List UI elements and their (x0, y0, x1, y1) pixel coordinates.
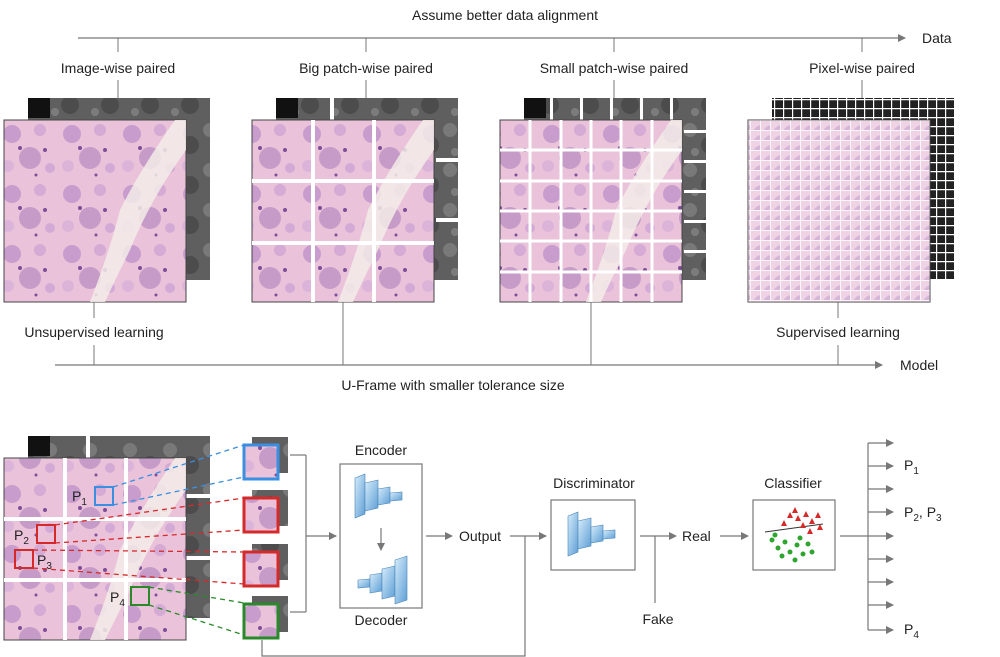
fake-label: Fake (642, 611, 673, 627)
supervised-label: Supervised learning (776, 324, 900, 340)
patch-box-p2 (36, 524, 56, 544)
pairing-label-image: Image-wise paired (61, 60, 175, 76)
pairing-label-pixel: Pixel-wise paired (809, 60, 915, 76)
crop-p3 (242, 550, 280, 588)
output-label: Output (459, 528, 501, 544)
ground-truth-path (261, 536, 526, 657)
patch-label-p2: P2 (14, 527, 29, 547)
result-p2-p3: P2, P3 (904, 504, 942, 524)
decoder-network-icon (357, 555, 408, 605)
crops-bracket (290, 454, 307, 613)
decoder-label: Decoder (355, 612, 408, 628)
classifier-scatter-icon (764, 507, 824, 563)
encoder-network-icon (354, 473, 403, 519)
patch-label-p4: P4 (110, 589, 125, 609)
small-patch-pair (499, 98, 706, 303)
data-axis-label: Data (922, 30, 952, 46)
result-p4: P4 (904, 621, 919, 641)
pixel-wise-pair (747, 98, 954, 303)
input-image-pair (3, 436, 210, 641)
real-label: Real (682, 528, 711, 544)
patch-box-p1 (94, 486, 114, 506)
crop-p2 (242, 496, 280, 534)
classifier-output-fan (840, 439, 894, 634)
unsupervised-label: Unsupervised learning (24, 324, 163, 340)
pairing-label-big-patch: Big patch-wise paired (299, 60, 433, 76)
patch-crops (242, 437, 288, 640)
image-wise-pair (3, 98, 210, 303)
pairing-label-small-patch: Small patch-wise paired (540, 60, 689, 76)
patch-label-p1: P1 (72, 488, 87, 508)
result-p1: P1 (904, 457, 919, 477)
crop-p4 (242, 602, 280, 640)
model-axis-title: U-Frame with smaller tolerance size (341, 377, 564, 393)
patch-box-p4 (130, 586, 150, 606)
big-patch-pair (251, 98, 458, 303)
discriminator-label: Discriminator (553, 475, 635, 491)
discriminator-network-icon (567, 511, 616, 557)
data-axis-title: Assume better data alignment (412, 7, 598, 23)
classifier-label: Classifier (764, 475, 822, 491)
encoder-label: Encoder (355, 442, 407, 458)
patch-box-p3 (14, 549, 34, 569)
crop-p1 (242, 443, 280, 481)
he-tissue-image (747, 119, 931, 303)
patch-label-p3: P3 (37, 552, 52, 572)
model-axis-label: Model (900, 357, 938, 373)
